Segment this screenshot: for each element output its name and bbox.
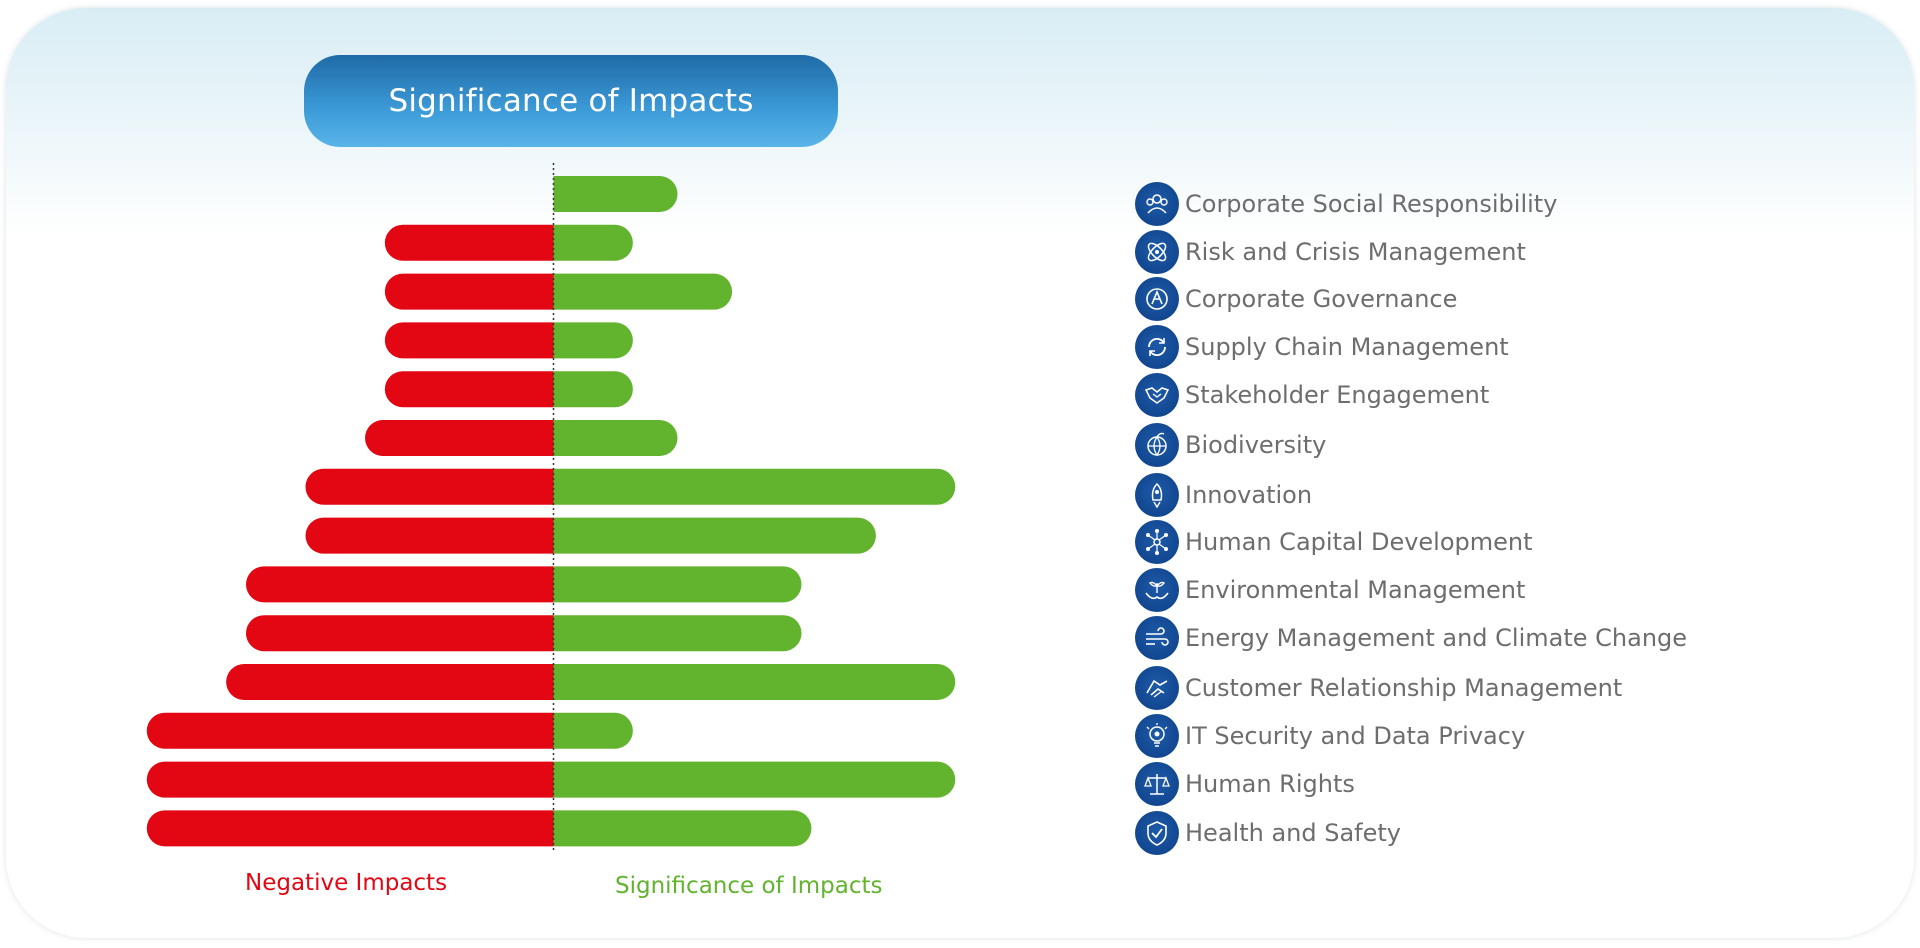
significance-bar	[553, 761, 956, 798]
significance-bar	[553, 468, 956, 505]
negative-bar	[384, 322, 554, 359]
legend-item: Supply Chain Management	[1135, 324, 1509, 370]
negative-bar	[305, 468, 554, 505]
negative-bar	[365, 420, 554, 456]
legend-label: Innovation	[1185, 481, 1313, 509]
governance-icon	[1135, 277, 1179, 321]
significance-bar	[553, 566, 802, 603]
legend-label: Risk and Crisis Management	[1185, 238, 1526, 266]
cycle-icon	[1135, 325, 1179, 369]
globe-leaf-icon	[1135, 423, 1179, 467]
legend-label: Human Rights	[1185, 770, 1355, 798]
significance-bar	[553, 371, 633, 408]
legend-item: Energy Management and Climate Change	[1135, 615, 1687, 661]
people-icon	[1135, 182, 1179, 226]
significance-bar	[553, 810, 812, 847]
shield-check-icon	[1135, 811, 1179, 855]
legend-label: Corporate Governance	[1185, 285, 1458, 313]
significance-bar	[553, 273, 733, 310]
handshake-icon	[1135, 373, 1179, 417]
legend-item: Customer Relationship Management	[1135, 665, 1622, 711]
legend-item: Innovation	[1135, 472, 1312, 518]
negative-bar	[384, 371, 554, 408]
significance-bar	[553, 224, 633, 261]
legend-label: Health and Safety	[1185, 819, 1401, 847]
chart-title: Significance of Impacts	[304, 55, 838, 147]
significance-bar	[553, 176, 678, 212]
legend-label: Energy Management and Climate Change	[1185, 624, 1688, 652]
legend-label: Biodiversity	[1185, 431, 1327, 459]
lightbulb-gear-icon	[1135, 714, 1179, 758]
significance-bar	[553, 322, 633, 359]
legend-item: IT Security and Data Privacy	[1135, 713, 1525, 759]
legend-item: Human Rights	[1135, 761, 1355, 807]
legend-item: Corporate Governance	[1135, 276, 1457, 322]
negative-bar	[246, 566, 554, 603]
legend-item: Corporate Social Responsibility	[1135, 181, 1557, 227]
wind-icon	[1135, 616, 1179, 660]
negative-bar	[146, 810, 554, 847]
negative-bar	[226, 664, 554, 700]
significance-bar	[553, 420, 678, 456]
significance-bar	[553, 712, 633, 749]
significance-bar	[553, 664, 956, 700]
legend-item: Risk and Crisis Management	[1135, 229, 1526, 275]
significance-bar	[553, 615, 802, 652]
significance-bar	[553, 517, 876, 554]
legend-label: Corporate Social Responsibility	[1185, 190, 1558, 218]
legend-item: Health and Safety	[1135, 810, 1401, 856]
atom-icon	[1135, 230, 1179, 274]
legend-item: Environmental Management	[1135, 567, 1525, 613]
negative-bar	[384, 273, 554, 310]
bars-group	[146, 176, 956, 847]
negative-bar	[146, 712, 554, 749]
scales-icon	[1135, 762, 1179, 806]
plant-hands-icon	[1135, 568, 1179, 612]
negative-bar	[305, 517, 554, 554]
significance-impacts-label: Significance of Impacts	[615, 873, 883, 899]
legend-label: Customer Relationship Management	[1185, 674, 1623, 702]
negative-impacts-label: Negative Impacts	[245, 870, 448, 896]
legend-label: Supply Chain Management	[1185, 333, 1509, 361]
network-icon	[1135, 520, 1179, 564]
negative-bar	[146, 761, 554, 798]
negative-bar	[245, 615, 554, 652]
legend-item: Human Capital Development	[1135, 519, 1533, 565]
handshake-care-icon	[1135, 666, 1179, 710]
legend-label: Stakeholder Engagement	[1185, 381, 1490, 409]
legend-label: Human Capital Development	[1185, 528, 1533, 556]
legend-item: Stakeholder Engagement	[1135, 372, 1489, 418]
legend-label: IT Security and Data Privacy	[1185, 722, 1526, 750]
negative-bar	[384, 224, 554, 261]
legend-label: Environmental Management	[1185, 576, 1526, 604]
rocket-icon	[1135, 473, 1179, 517]
legend-item: Biodiversity	[1135, 422, 1326, 468]
